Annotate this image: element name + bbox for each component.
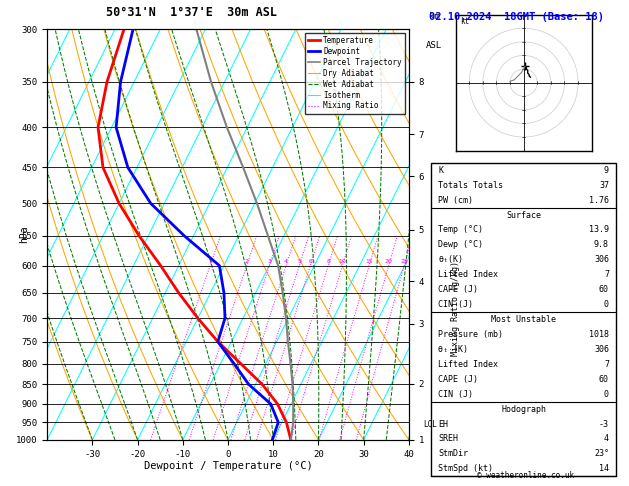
Text: 306: 306 <box>594 255 609 264</box>
Text: CIN (J): CIN (J) <box>438 300 473 309</box>
Text: 4: 4 <box>284 259 288 264</box>
Text: 4: 4 <box>604 434 609 443</box>
Text: Most Unstable: Most Unstable <box>491 315 556 324</box>
Text: Pressure (mb): Pressure (mb) <box>438 330 503 339</box>
Text: 60: 60 <box>599 285 609 294</box>
Text: Dewp (°C): Dewp (°C) <box>438 241 483 249</box>
Text: © weatheronline.co.uk: © weatheronline.co.uk <box>477 471 574 480</box>
Text: 25: 25 <box>400 259 408 264</box>
Text: 50°31'N  1°37'E  30m ASL: 50°31'N 1°37'E 30m ASL <box>106 6 277 19</box>
Text: Totals Totals: Totals Totals <box>438 181 503 190</box>
Text: Lifted Index: Lifted Index <box>438 270 498 279</box>
Text: PW (cm): PW (cm) <box>438 196 473 205</box>
Text: EH: EH <box>438 419 448 429</box>
Text: -3: -3 <box>599 419 609 429</box>
Text: kt: kt <box>460 17 469 26</box>
Text: 8: 8 <box>326 259 330 264</box>
Text: 2: 2 <box>245 259 248 264</box>
Text: Mixing Ratio (g/kg): Mixing Ratio (g/kg) <box>452 261 460 356</box>
Text: SREH: SREH <box>438 434 459 443</box>
Text: 20: 20 <box>385 259 392 264</box>
Text: 3: 3 <box>267 259 271 264</box>
Text: θₜ (K): θₜ (K) <box>438 345 468 354</box>
Text: 1.76: 1.76 <box>589 196 609 205</box>
Text: 1018: 1018 <box>589 330 609 339</box>
Text: 02.10.2024  18GMT (Base: 18): 02.10.2024 18GMT (Base: 18) <box>429 12 604 22</box>
Text: 7: 7 <box>604 360 609 369</box>
Text: 13.9: 13.9 <box>589 226 609 234</box>
Text: 23°: 23° <box>594 450 609 458</box>
Text: 7: 7 <box>604 270 609 279</box>
Text: 9: 9 <box>604 166 609 175</box>
Text: 9.8: 9.8 <box>594 241 609 249</box>
Text: 6: 6 <box>308 259 313 264</box>
Text: 14: 14 <box>599 464 609 473</box>
Text: K: K <box>438 166 443 175</box>
Text: Hodograph: Hodograph <box>501 405 546 414</box>
Text: Temp (°C): Temp (°C) <box>438 226 483 234</box>
Text: StmSpd (kt): StmSpd (kt) <box>438 464 493 473</box>
Text: 306: 306 <box>594 345 609 354</box>
X-axis label: Dewpoint / Temperature (°C): Dewpoint / Temperature (°C) <box>143 461 313 471</box>
Text: CAPE (J): CAPE (J) <box>438 285 478 294</box>
Text: Surface: Surface <box>506 210 541 220</box>
Text: ASL: ASL <box>426 41 442 51</box>
Text: 0: 0 <box>604 300 609 309</box>
Text: 10: 10 <box>338 259 347 264</box>
Text: 0: 0 <box>604 390 609 399</box>
Text: hPa: hPa <box>19 226 29 243</box>
Text: km: km <box>429 12 440 21</box>
Text: θₜ(K): θₜ(K) <box>438 255 464 264</box>
Text: 15: 15 <box>365 259 373 264</box>
Text: 5: 5 <box>298 259 301 264</box>
Text: 60: 60 <box>599 375 609 384</box>
Text: CAPE (J): CAPE (J) <box>438 375 478 384</box>
Text: 1: 1 <box>208 259 212 264</box>
Text: LCL: LCL <box>423 419 437 429</box>
Text: StmDir: StmDir <box>438 450 468 458</box>
Text: CIN (J): CIN (J) <box>438 390 473 399</box>
Text: Lifted Index: Lifted Index <box>438 360 498 369</box>
Legend: Temperature, Dewpoint, Parcel Trajectory, Dry Adiabat, Wet Adiabat, Isotherm, Mi: Temperature, Dewpoint, Parcel Trajectory… <box>305 33 405 114</box>
Text: 37: 37 <box>599 181 609 190</box>
